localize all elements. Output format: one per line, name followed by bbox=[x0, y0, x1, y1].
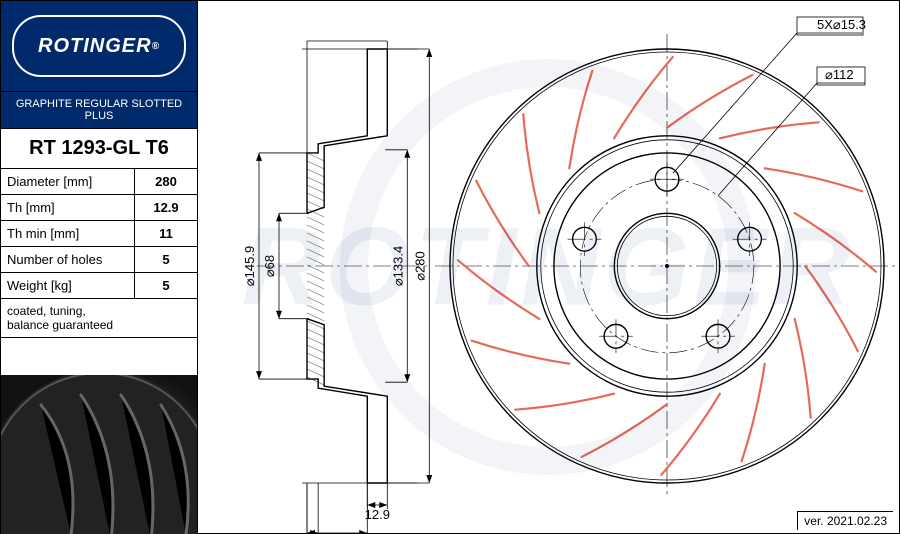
part-number: RT 1293-GL T6 bbox=[1, 129, 197, 169]
svg-text:⌀133.4: ⌀133.4 bbox=[390, 246, 405, 286]
technical-drawing: 5X⌀15.3⌀112⌀145.9⌀68⌀133.4⌀28012.97.238.… bbox=[197, 1, 900, 534]
logo-box: ROTINGER® bbox=[1, 1, 197, 92]
product-thumb bbox=[1, 375, 197, 534]
table-row: Th min [mm]11 bbox=[1, 221, 197, 247]
table-row: Th [mm]12.9 bbox=[1, 195, 197, 221]
brand-logo: ROTINGER® bbox=[12, 15, 186, 77]
drawing-area: ROTINGER 5X⌀15.3⌀112⌀145.9⌀68⌀133.4⌀2801… bbox=[197, 1, 899, 533]
svg-text:5X⌀15.3: 5X⌀15.3 bbox=[817, 17, 866, 32]
svg-text:⌀280: ⌀280 bbox=[412, 251, 427, 281]
spec-label: Number of holes bbox=[1, 247, 135, 273]
table-row: Number of holes5 bbox=[1, 247, 197, 273]
series-label: GRAPHITE REGULAR SLOTTED PLUS bbox=[1, 92, 197, 129]
version-label: ver. 2021.02.23 bbox=[797, 511, 893, 530]
spec-label: Th min [mm] bbox=[1, 221, 135, 247]
svg-text:12.9: 12.9 bbox=[365, 507, 390, 522]
svg-text:⌀112: ⌀112 bbox=[825, 67, 854, 82]
registered-mark: ® bbox=[152, 41, 160, 52]
spec-value: 11 bbox=[135, 221, 198, 247]
spec-value: 5 bbox=[135, 247, 198, 273]
spec-panel: ROTINGER® GRAPHITE REGULAR SLOTTED PLUS … bbox=[1, 1, 198, 534]
brand-text: ROTINGER bbox=[38, 35, 152, 58]
svg-text:⌀68: ⌀68 bbox=[262, 255, 277, 277]
spec-value: 12.9 bbox=[135, 195, 198, 221]
spec-label: Weight [kg] bbox=[1, 273, 135, 299]
table-row: Diameter [mm]280 bbox=[1, 169, 197, 195]
table-row: Weight [kg]5 bbox=[1, 273, 197, 299]
spec-table: Diameter [mm]280 Th [mm]12.9 Th min [mm]… bbox=[1, 169, 197, 299]
notes: coated, tuning, balance guaranteed bbox=[1, 299, 197, 338]
spec-label: Th [mm] bbox=[1, 195, 135, 221]
page: ROTINGER® GRAPHITE REGULAR SLOTTED PLUS … bbox=[0, 0, 900, 534]
spec-value: 5 bbox=[135, 273, 198, 299]
svg-text:⌀145.9: ⌀145.9 bbox=[242, 246, 257, 286]
spec-label: Diameter [mm] bbox=[1, 169, 135, 195]
spec-value: 280 bbox=[135, 169, 198, 195]
